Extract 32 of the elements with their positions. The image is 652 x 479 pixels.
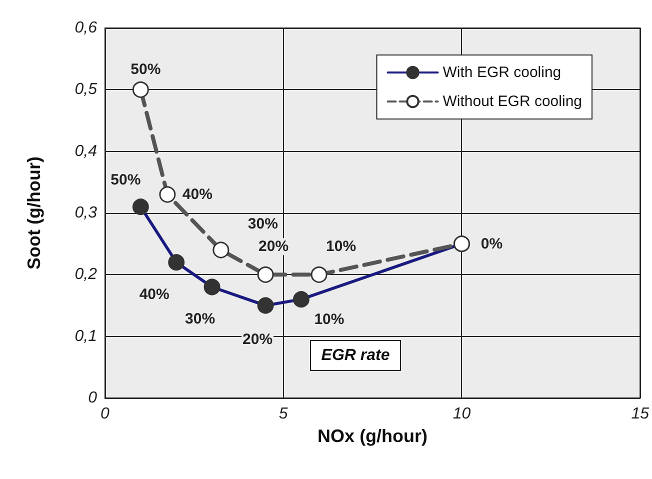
annotation: 50% (110, 171, 141, 188)
y-tick-label: 0,1 (74, 328, 97, 345)
point (257, 266, 274, 283)
x-tick-label: 10 (452, 406, 471, 422)
x-tick-label: 0 (100, 406, 110, 422)
point (212, 242, 230, 258)
legend-label: Without EGR cooling (442, 93, 582, 110)
legend-label: With EGR cooling (442, 64, 562, 81)
x-tick-label: 5 (278, 406, 288, 422)
y-tick-label: 0 (88, 390, 98, 406)
x-axis-title: NOx (g/hour) (318, 426, 428, 446)
y-tick-label: 0,2 (74, 266, 98, 284)
y-tick-label: 0,6 (74, 20, 98, 36)
point (132, 81, 149, 98)
annotation: 10% (326, 238, 356, 256)
annotation: 40% (182, 186, 212, 203)
annotation: EGR rate (321, 347, 390, 364)
point (159, 186, 176, 203)
x-tick-label: 15 (631, 406, 650, 422)
y-axis-title: Soot (g/hour) (24, 156, 44, 270)
point (310, 266, 328, 283)
annotation: 40% (139, 286, 170, 303)
y-tick-label: 0,3 (74, 204, 98, 222)
annotation: 50% (130, 61, 161, 78)
annotation: 20% (258, 238, 289, 256)
y-tick-label: 0,5 (74, 81, 98, 98)
annotation: 20% (242, 331, 273, 348)
annotation: 10% (314, 310, 344, 328)
y-tick-label: 0,4 (74, 142, 98, 160)
annotation: 30% (248, 216, 278, 232)
annotation: 0% (480, 235, 503, 252)
annotation: 30% (185, 310, 216, 328)
